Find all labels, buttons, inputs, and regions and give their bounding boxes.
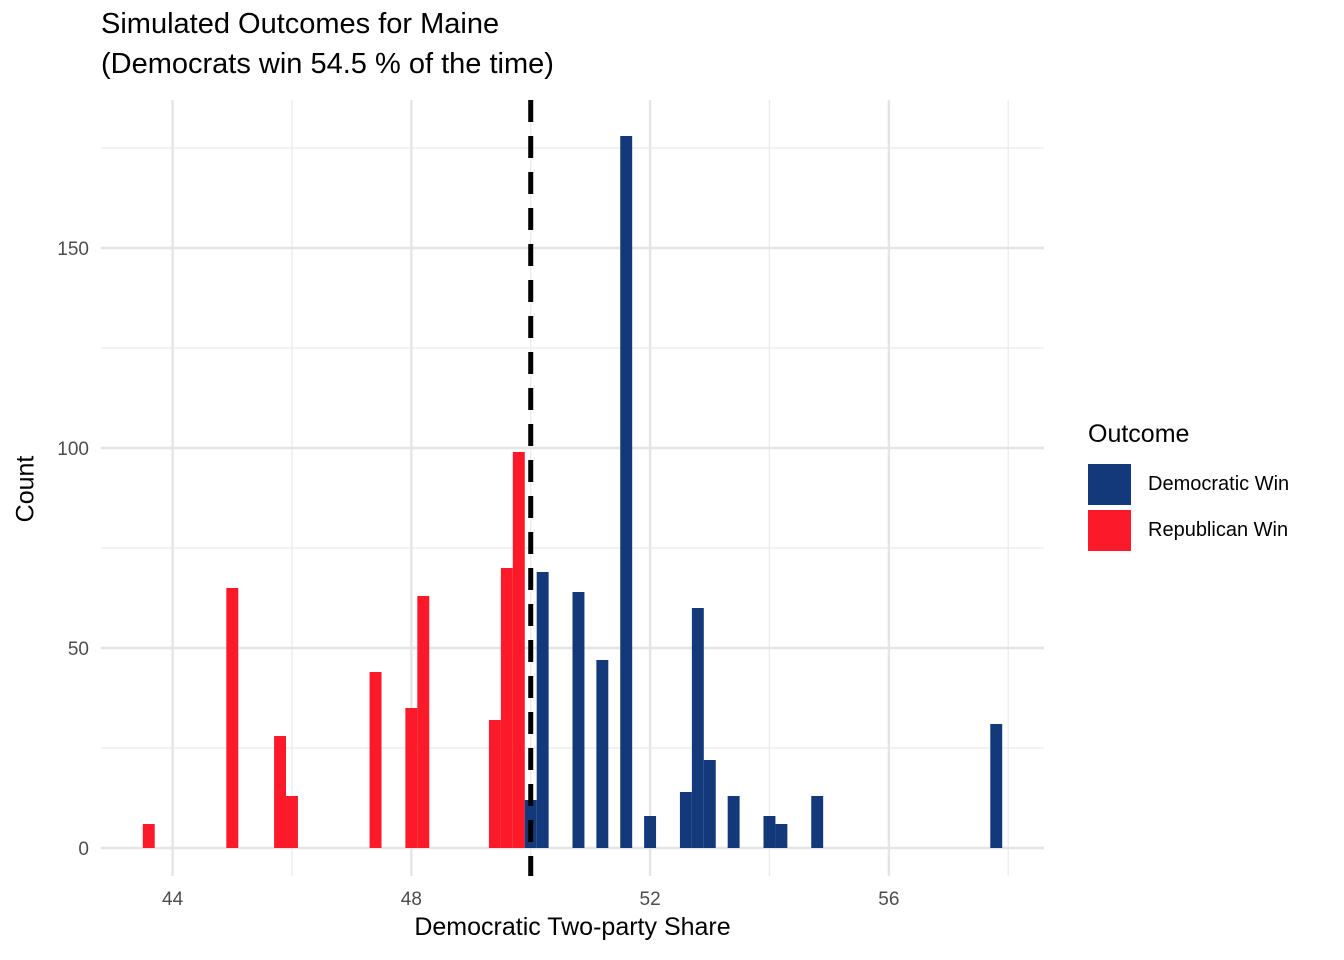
chart-subtitle: (Democrats win 54.5 % of the time) — [101, 48, 554, 80]
x-tick-label: 56 — [878, 889, 899, 910]
y-axis-ticks: 0 50 100 150 — [57, 239, 89, 860]
legend-key-democratic-win — [1088, 463, 1131, 505]
bar-republican-win — [512, 452, 525, 848]
bar-republican-win — [488, 720, 501, 848]
bar-republican-win — [226, 588, 239, 848]
bar-republican-win — [500, 568, 513, 848]
bar-republican-win — [369, 672, 382, 848]
bars — [142, 136, 1003, 848]
bar-democratic-win — [691, 608, 704, 848]
legend-label-democratic-win: Democratic Win — [1148, 472, 1290, 495]
x-tick-label: 48 — [401, 889, 422, 910]
bar-democratic-win — [536, 572, 549, 848]
y-axis-label: Count — [11, 455, 40, 523]
bar-democratic-win — [990, 724, 1003, 848]
y-tick-label: 50 — [68, 639, 89, 660]
bar-democratic-win — [620, 136, 633, 848]
bar-democratic-win — [703, 760, 716, 848]
x-tick-label: 52 — [640, 889, 661, 910]
bar-republican-win — [274, 736, 287, 848]
bar-democratic-win — [644, 816, 657, 848]
bar-democratic-win — [679, 792, 692, 848]
legend: Outcome Democratic Win Republican Win — [1088, 420, 1289, 553]
legend-label-republican-win: Republican Win — [1148, 518, 1289, 541]
bar-democratic-win — [596, 660, 609, 848]
bar-republican-win — [286, 796, 298, 848]
y-tick-label: 0 — [78, 839, 89, 860]
bar-democratic-win — [763, 816, 776, 848]
bar-democratic-win — [811, 796, 824, 848]
y-tick-label: 150 — [57, 239, 89, 260]
bar-democratic-win — [572, 592, 585, 848]
bar-democratic-win — [727, 796, 740, 848]
legend-item-republican-win: Republican Win — [1088, 507, 1289, 553]
x-tick-label: 44 — [162, 889, 184, 910]
legend-item-democratic-win: Democratic Win — [1088, 461, 1289, 507]
chart-title: Simulated Outcomes for Maine — [101, 8, 500, 40]
legend-title: Outcome — [1088, 420, 1190, 448]
bar-republican-win — [405, 708, 418, 848]
x-axis-label: Democratic Two-party Share — [414, 913, 731, 941]
y-tick-label: 100 — [57, 439, 89, 460]
x-axis-ticks: 44 48 52 56 — [162, 889, 899, 910]
bar-democratic-win — [775, 824, 788, 848]
gridlines — [101, 100, 1044, 876]
legend-key-republican-win — [1088, 509, 1131, 551]
bar-republican-win — [142, 824, 155, 848]
bar-republican-win — [417, 596, 430, 848]
